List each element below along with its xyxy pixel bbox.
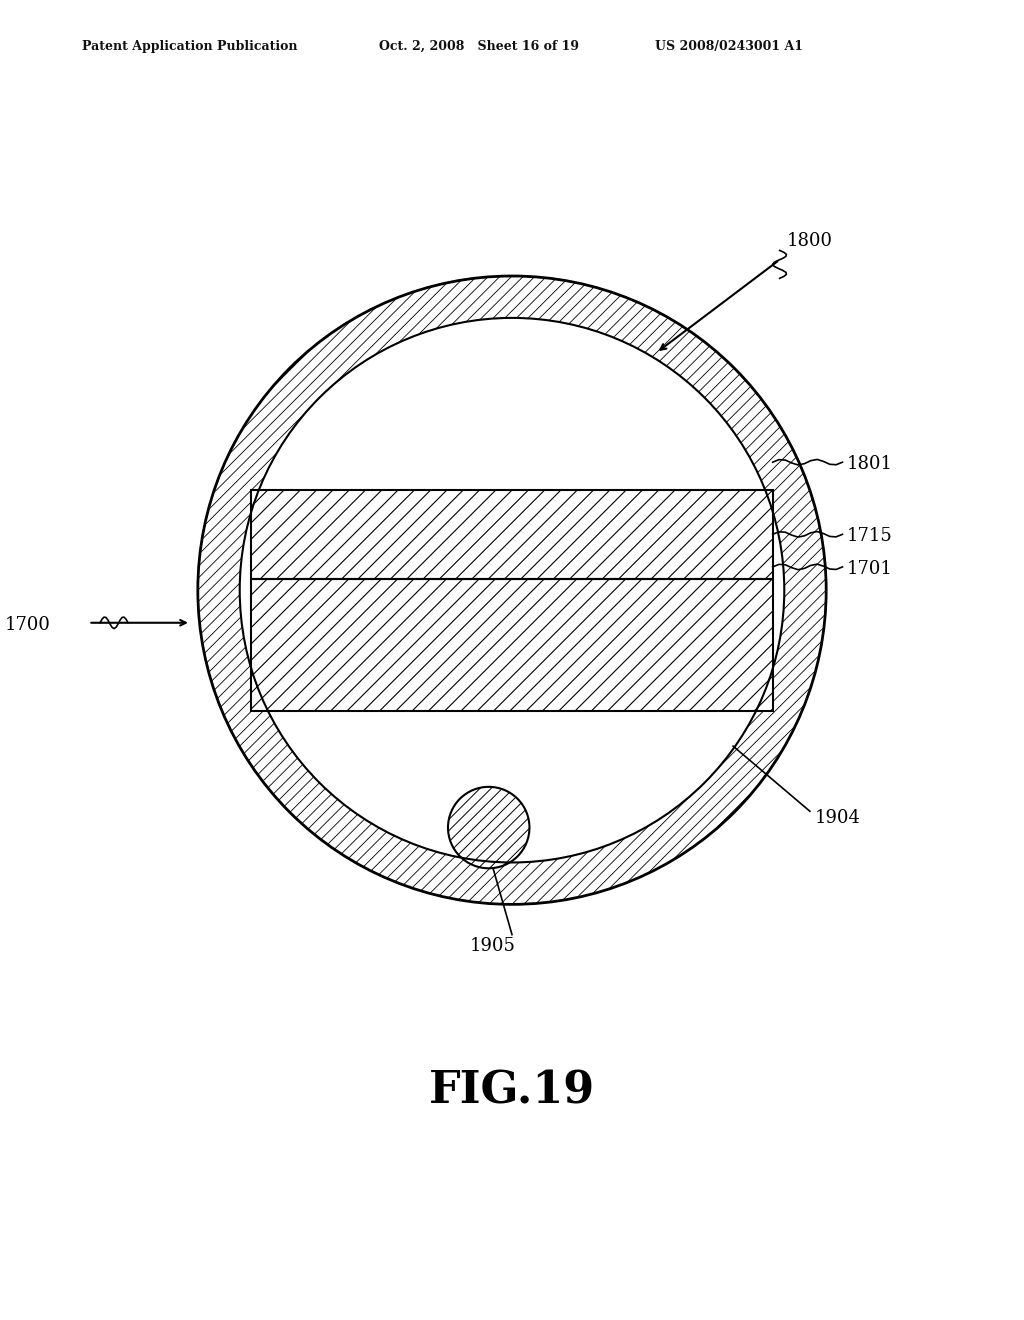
Bar: [251, 490, 773, 578]
Bar: [251, 490, 773, 578]
Text: FIG.19: FIG.19: [429, 1069, 595, 1111]
Text: Oct. 2, 2008   Sheet 16 of 19: Oct. 2, 2008 Sheet 16 of 19: [379, 40, 579, 53]
Text: US 2008/0243001 A1: US 2008/0243001 A1: [655, 40, 804, 53]
Text: 1800: 1800: [786, 232, 833, 249]
Circle shape: [240, 318, 784, 862]
Text: 1904: 1904: [814, 809, 860, 826]
Text: 1801: 1801: [847, 455, 893, 473]
Bar: [251, 578, 773, 711]
Text: 1905: 1905: [470, 937, 516, 954]
Text: 1700: 1700: [5, 615, 50, 634]
Text: Patent Application Publication: Patent Application Publication: [82, 40, 297, 53]
Text: 1715: 1715: [847, 527, 893, 545]
Text: 1701: 1701: [847, 560, 893, 578]
Bar: [251, 578, 773, 711]
Circle shape: [449, 787, 529, 869]
